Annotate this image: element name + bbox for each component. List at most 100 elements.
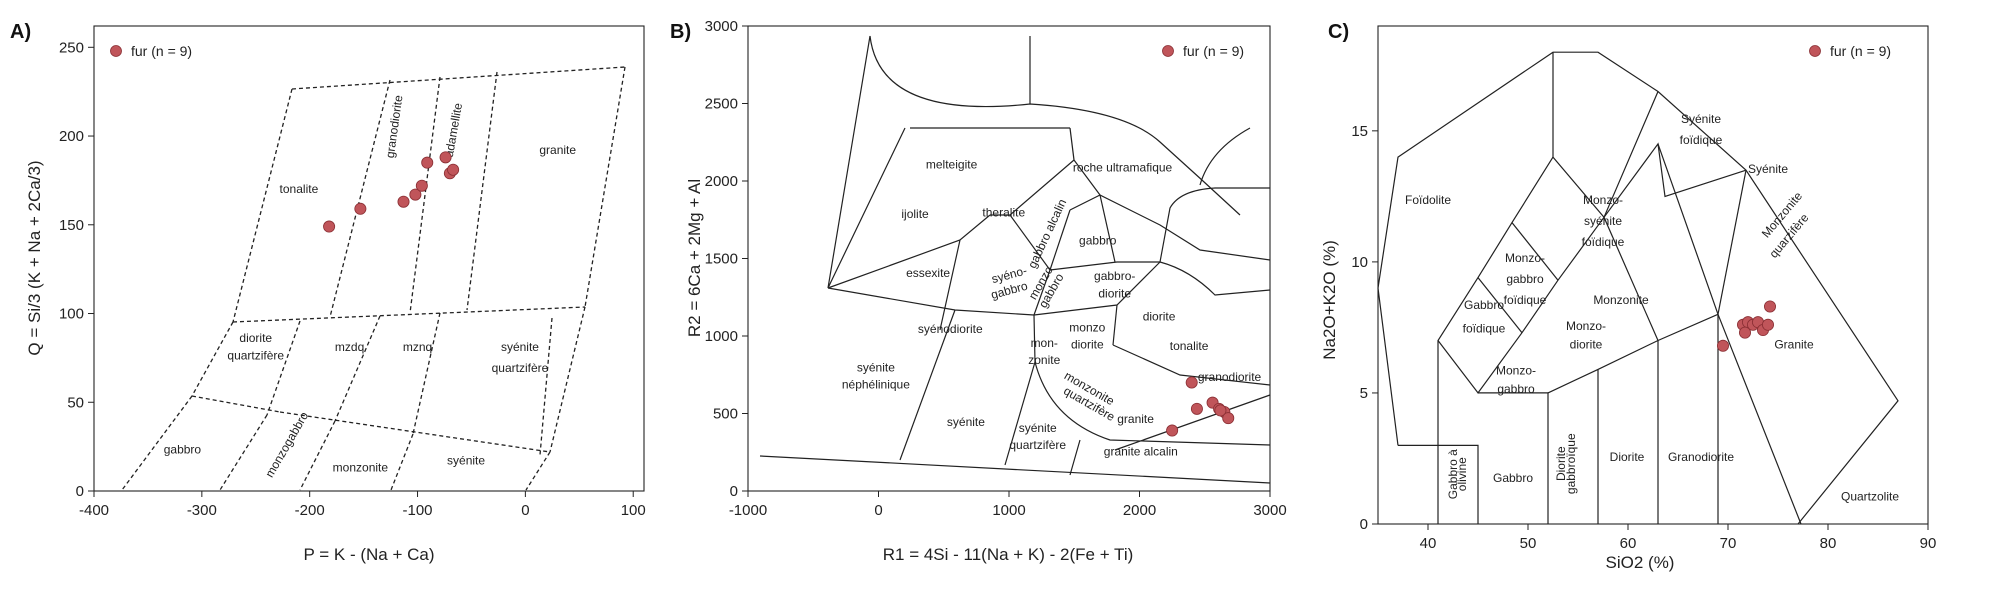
ticks-b: -1000 0 1000 2000 3000 0 500 1000 1500 2000 2500 30… <box>705 18 1287 519</box>
legend-a: fur (n = 9) <box>110 43 192 59</box>
y-tick-label: 0 <box>1360 516 1368 533</box>
field-label: diorite <box>1570 337 1603 351</box>
field-label: syénite <box>501 340 539 354</box>
field-label: Gabbro <box>1493 471 1533 485</box>
data-point <box>415 179 428 192</box>
y-tick-label: 500 <box>713 406 738 423</box>
y-tick-label: 100 <box>59 306 84 323</box>
field-label: syénodiorite <box>918 322 983 336</box>
plot-frame-a <box>93 25 645 492</box>
field-label: syénite <box>1019 421 1057 435</box>
x-tick-label: 90 <box>1920 535 1937 552</box>
field-label: melteigite <box>926 158 978 172</box>
data-point <box>1185 376 1198 389</box>
x-tick-label: 60 <box>1620 535 1637 552</box>
tas-boundary <box>1717 170 1747 315</box>
field-label: foïdique <box>1463 322 1506 336</box>
field-label: Quartzolite <box>1841 489 1899 503</box>
x-tick-label: 40 <box>1420 535 1437 552</box>
tas-boundary <box>1398 444 1479 524</box>
field-label: gabbroïque <box>1564 433 1578 494</box>
field-label: syénite <box>447 453 485 467</box>
field-label: gabbro- <box>1094 269 1135 283</box>
tas-boundary <box>1377 51 1899 525</box>
y-tick-label: 10 <box>1351 254 1368 271</box>
legend-b: fur (n = 9) <box>1162 43 1244 59</box>
field-label: Gabbro à <box>1446 449 1460 499</box>
field-label: essexite <box>906 266 950 280</box>
data-point <box>1717 339 1730 352</box>
field-label: diorite <box>239 331 272 345</box>
y-tick-label: 1000 <box>705 328 738 345</box>
y-axis-title-c: Na2O+K2O (%) <box>1320 240 1339 360</box>
classification-boundaries-a <box>121 66 626 491</box>
field-label: diorite <box>1143 310 1176 324</box>
field-label: foïdique <box>1504 293 1547 307</box>
y-tick-label: 150 <box>59 217 84 234</box>
data-point <box>1739 326 1752 339</box>
y-axis-title-b: R2 = 6Ca + 2Mg + Al <box>685 179 704 337</box>
ticks-a: -400 -300 -200 -100 0 100 0 50 100 150 200 250 <box>59 39 646 519</box>
data-point <box>397 195 410 208</box>
x-tick-label: -400 <box>79 502 109 519</box>
field-label: roche ultramafique <box>1073 161 1173 175</box>
field-label: granodiorite <box>1198 370 1262 384</box>
data-points-a <box>323 151 460 233</box>
tas-boundary <box>1478 392 1549 524</box>
y-tick-label: 3000 <box>705 18 738 35</box>
field-label: diorite <box>1098 286 1131 300</box>
x-tick-label: 80 <box>1820 535 1837 552</box>
field-label: monzo <box>1069 320 1105 334</box>
field-label: gabbro <box>164 443 202 457</box>
tas-boundary <box>1603 217 1659 341</box>
field-label: Granodiorite <box>1668 450 1734 464</box>
data-point <box>1764 300 1777 313</box>
x-tick-label: 50 <box>1520 535 1537 552</box>
field-label: Monzo- <box>1505 251 1545 265</box>
field-label: néphélinique <box>842 378 910 392</box>
data-point <box>1166 424 1179 437</box>
plot-frame-b <box>747 25 1271 492</box>
field-label: Syénite <box>1748 162 1788 176</box>
tas-boundary <box>1552 52 1659 219</box>
field-label: olivine <box>1455 457 1469 491</box>
tas-boundary <box>1547 313 1719 394</box>
field-label: granodiorite <box>383 94 406 159</box>
field-label: granite alcalin <box>1104 444 1178 458</box>
y-tick-label: 200 <box>59 128 84 145</box>
ticks-c: 40 50 60 70 80 90 0 5 10 15 <box>1351 123 1936 552</box>
x-axis-title-c: SiO2 (%) <box>1606 553 1675 572</box>
y-tick-label: 50 <box>67 394 84 411</box>
x-tick-label: 0 <box>521 502 529 519</box>
tas-boundary <box>1437 142 1747 394</box>
field-label: foïdique <box>1680 133 1723 147</box>
field-label: Granite <box>1774 337 1814 351</box>
field-label: Foïdolite <box>1405 193 1451 207</box>
x-tick-label: 0 <box>874 502 882 519</box>
field-label: Monzo- <box>1566 319 1606 333</box>
x-axis-title-b: R1 = 4Si - 11(Na + K) - 2(Fe + Ti) <box>883 545 1134 564</box>
legend-label-c: fur (n = 9) <box>1830 43 1891 59</box>
legend-label-a: fur (n = 9) <box>131 43 192 59</box>
tas-boundary <box>1477 277 1523 334</box>
panel-label-c: C) <box>1328 21 1349 43</box>
field-label: syénite <box>1584 214 1622 228</box>
classification-boundaries-b <box>759 35 1271 484</box>
panel-label-b: B) <box>670 21 691 43</box>
x-tick-label: 70 <box>1720 535 1737 552</box>
x-tick-label: -100 <box>403 502 433 519</box>
field-labels-c: Syénite foïdique Foïdolite Syénite Monzo-syé… <box>1405 112 1899 503</box>
field-label: quartzifère <box>492 361 549 375</box>
plot-frame-c <box>1377 25 1929 525</box>
field-label: Diorite <box>1554 446 1568 481</box>
legend-marker-c <box>1809 45 1821 57</box>
field-label: mon- <box>1031 336 1058 350</box>
tas-boundary <box>1717 314 1802 525</box>
data-point <box>409 188 422 201</box>
y-tick-label: 5 <box>1360 385 1368 402</box>
y-tick-label: 2500 <box>705 96 738 113</box>
field-label: diorite <box>1071 337 1104 351</box>
data-point <box>421 156 434 169</box>
x-tick-label: -200 <box>295 502 325 519</box>
